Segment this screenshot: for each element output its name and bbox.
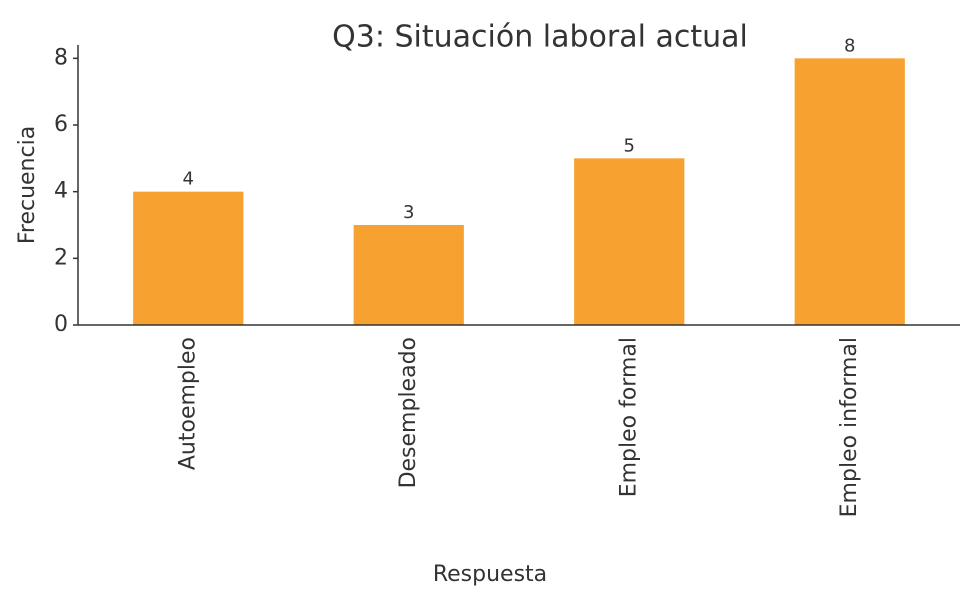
x-tick-label: Empleo informal xyxy=(837,337,862,517)
x-tick-label: Autoempleo xyxy=(175,337,200,470)
bar xyxy=(574,158,685,325)
y-tick-label: 2 xyxy=(54,245,68,270)
data-label: 3 xyxy=(403,202,414,223)
y-tick-label: 0 xyxy=(54,312,68,337)
chart-title: Q3: Situación laboral actual xyxy=(332,20,748,55)
y-tick-label: 6 xyxy=(54,112,68,137)
data-label: 5 xyxy=(624,135,635,156)
bar xyxy=(353,225,464,325)
bar xyxy=(794,58,905,325)
y-axis-label: Frecuencia xyxy=(15,126,40,244)
x-tick-label: Desempleado xyxy=(396,337,421,488)
data-label: 4 xyxy=(183,169,194,190)
y-tick-label: 4 xyxy=(54,179,68,204)
y-tick-label: 8 xyxy=(54,45,68,70)
bar xyxy=(133,191,244,325)
x-tick-label: Empleo formal xyxy=(616,337,641,497)
x-axis-label: Respuesta xyxy=(433,562,547,587)
data-label: 8 xyxy=(844,35,855,56)
